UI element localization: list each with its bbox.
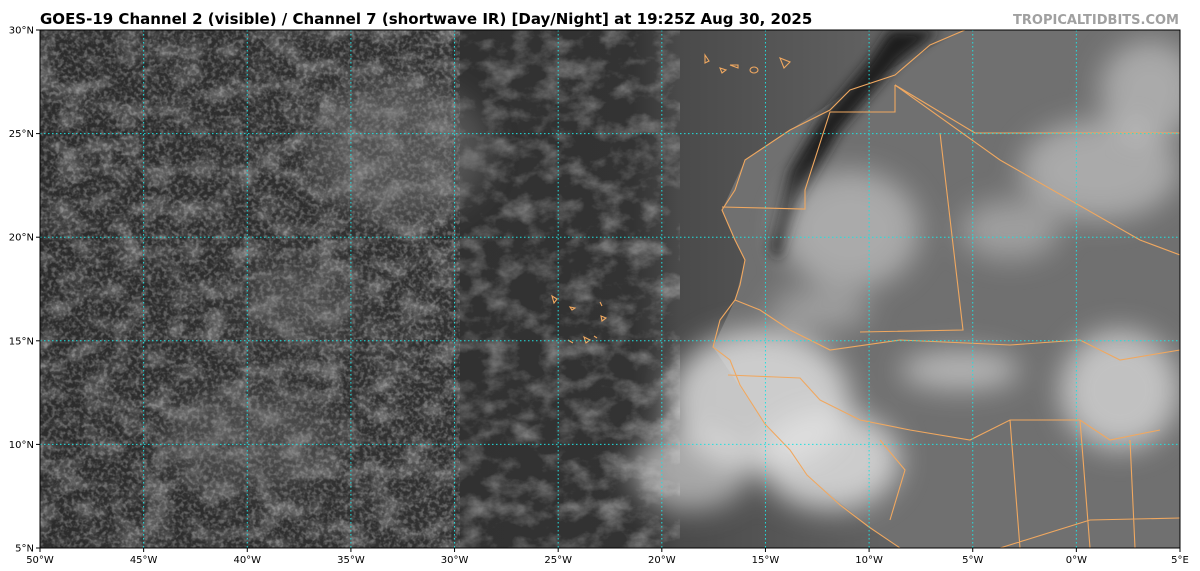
y-tick-label: 25°N xyxy=(9,129,34,140)
x-tick-label: 40°W xyxy=(233,555,261,566)
map-frame xyxy=(39,29,1181,549)
x-tick-label: 35°W xyxy=(337,555,365,566)
title: GOES-19 Channel 2 (visible) / Channel 7 … xyxy=(40,10,812,28)
x-tick-label: 25°W xyxy=(544,555,572,566)
x-tick-label: 10°W xyxy=(855,555,883,566)
y-tick-label: 30°N xyxy=(9,26,34,37)
y-tick-label: 15°N xyxy=(9,336,34,347)
x-tick-label: 30°W xyxy=(441,555,469,566)
y-tick-label: 5°N xyxy=(15,544,34,555)
x-tick-label: 5°W xyxy=(962,555,983,566)
y-tick-label: 20°N xyxy=(9,233,34,244)
x-tick-label: 50°W xyxy=(26,555,54,566)
x-tick-label: 20°W xyxy=(648,555,676,566)
x-tick-label: 45°W xyxy=(130,555,158,566)
x-tick-label: 5°E xyxy=(1171,555,1189,566)
x-tick-label: 0°W xyxy=(1066,555,1087,566)
credit: TROPICALTIDBITS.COM xyxy=(1013,13,1179,28)
y-tick-label: 10°N xyxy=(9,440,34,451)
imagery xyxy=(40,30,1180,548)
x-tick-label: 15°W xyxy=(752,555,780,566)
